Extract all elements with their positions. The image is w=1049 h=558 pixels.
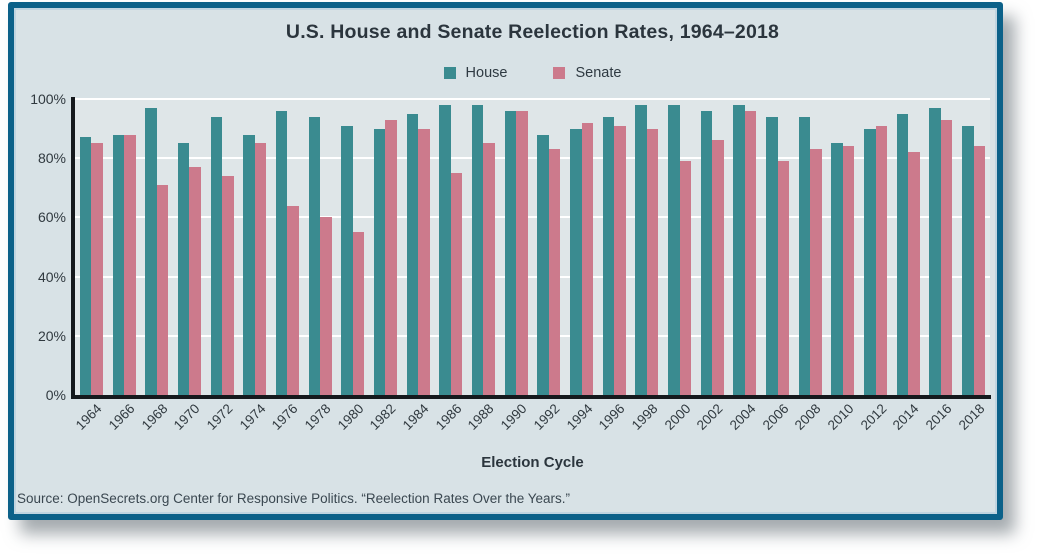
bar-senate-1986 xyxy=(450,173,463,395)
bar-senate-1974 xyxy=(254,143,267,395)
bar-house-1964 xyxy=(79,137,92,395)
gridline-40 xyxy=(75,275,990,278)
bar-senate-2004 xyxy=(744,110,757,395)
senate-legend-swatch-icon xyxy=(553,67,566,79)
bar-house-1968 xyxy=(145,107,157,395)
y-tick-100: 100% xyxy=(30,91,66,107)
bar-senate-1964 xyxy=(91,143,103,395)
y-axis-line xyxy=(71,97,75,399)
bar-senate-1990 xyxy=(516,110,528,395)
bar-senate-2000 xyxy=(679,161,692,395)
bar-house-1998 xyxy=(635,104,647,395)
bar-house-1990 xyxy=(504,110,517,395)
bar-senate-2010 xyxy=(842,146,855,395)
chart-figure: U.S. House and Senate Reelection Rates, … xyxy=(14,8,997,514)
legend-item-senate: Senate xyxy=(553,65,621,81)
bar-senate-2006 xyxy=(777,161,790,395)
bar-senate-1976 xyxy=(287,205,299,395)
y-tick-80: 80% xyxy=(37,150,66,167)
bar-house-2006 xyxy=(766,116,778,395)
bar-house-2018 xyxy=(962,125,974,395)
bar-house-2000 xyxy=(668,104,680,395)
x-axis-title: Election Cycle xyxy=(481,454,584,471)
bar-house-1986 xyxy=(439,104,451,395)
bar-house-2004 xyxy=(733,104,745,395)
bar-house-1980 xyxy=(341,125,353,395)
gridline-20 xyxy=(75,334,990,337)
bar-senate-1988 xyxy=(483,143,495,395)
bar-house-1970 xyxy=(177,143,190,395)
chart-title: U.S. House and Senate Reelection Rates, … xyxy=(285,21,780,43)
bar-senate-1978 xyxy=(320,217,332,395)
bar-house-1994 xyxy=(570,128,582,395)
bar-senate-2008 xyxy=(810,149,822,395)
bar-senate-1980 xyxy=(352,232,365,395)
bar-senate-2018 xyxy=(973,146,986,395)
x-axis-line xyxy=(71,395,991,399)
bar-house-2012 xyxy=(864,128,876,395)
bar-senate-1970 xyxy=(189,167,201,395)
bar-house-1992 xyxy=(537,134,549,395)
bar-senate-1968 xyxy=(156,184,169,395)
bar-house-1976 xyxy=(275,110,288,395)
bar-house-2002 xyxy=(700,110,713,395)
bar-house-1984 xyxy=(406,113,419,395)
y-tick-0: 0% xyxy=(45,387,66,403)
bar-senate-1972 xyxy=(222,175,234,395)
bar-house-1966 xyxy=(112,134,125,395)
bar-senate-1984 xyxy=(418,128,430,395)
bar-senate-2016 xyxy=(940,119,953,395)
bar-house-1996 xyxy=(602,116,615,395)
bar-house-2014 xyxy=(896,113,909,395)
plot-area xyxy=(75,98,990,395)
legend-label-house: House xyxy=(465,65,508,81)
y-tick-60: 60% xyxy=(37,209,66,226)
bar-senate-2012 xyxy=(875,125,888,395)
gridline-80 xyxy=(75,157,990,160)
legend-item-house: House xyxy=(443,65,508,81)
x-axis-tick-labels: 1964 1966 1968 1970 1972 1974 1976 1978 1980 1982… xyxy=(73,401,990,451)
bar-house-1974 xyxy=(243,134,255,395)
bar-house-2010 xyxy=(831,143,843,395)
bar-senate-2014 xyxy=(908,152,920,395)
bar-house-1982 xyxy=(373,128,386,395)
gridline-60 xyxy=(75,216,990,219)
y-tick-20: 20% xyxy=(37,327,66,344)
legend-label-senate: Senate xyxy=(575,65,622,81)
chart-panel: U.S. House and Senate Reelection Rates, … xyxy=(8,2,1003,520)
source-attribution: Source: OpenSecrets.org Center for Respo… xyxy=(17,491,571,506)
bar-house-1972 xyxy=(210,116,223,395)
bar-senate-1998 xyxy=(646,128,659,395)
bar-senate-1996 xyxy=(614,125,626,395)
house-legend-swatch-icon xyxy=(443,67,456,79)
gridline-100 xyxy=(75,98,990,100)
bar-senate-1992 xyxy=(548,149,561,395)
bar-house-1978 xyxy=(308,116,321,395)
bar-house-2016 xyxy=(929,107,941,395)
bar-house-2008 xyxy=(798,116,811,395)
bar-senate-1966 xyxy=(124,134,136,395)
bar-house-1988 xyxy=(471,104,484,395)
y-tick-40: 40% xyxy=(37,268,66,285)
legend: House Senate xyxy=(75,65,990,81)
bar-senate-1982 xyxy=(385,119,397,395)
bar-senate-1994 xyxy=(581,122,594,395)
bar-senate-2002 xyxy=(712,140,724,395)
